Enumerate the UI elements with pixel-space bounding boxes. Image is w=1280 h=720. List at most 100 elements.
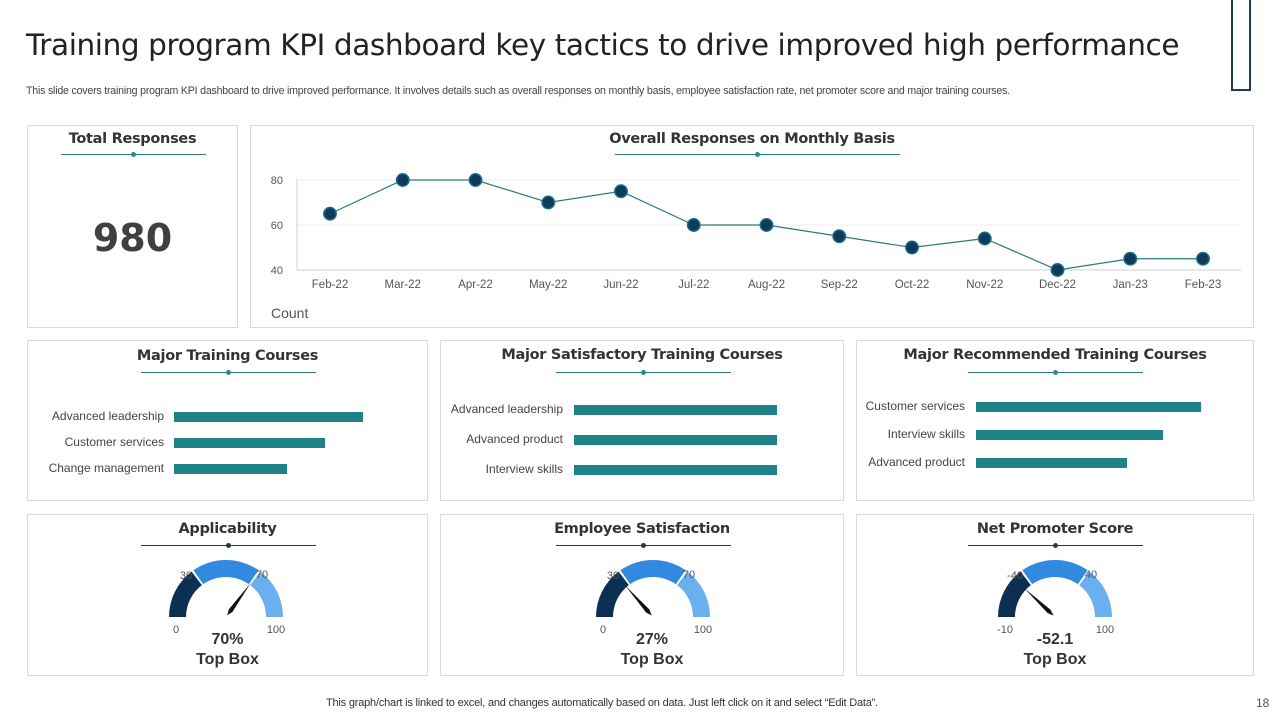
bar[interactable] bbox=[574, 435, 777, 445]
data-point[interactable] bbox=[541, 195, 556, 210]
gauge-caption: Top Box bbox=[620, 651, 684, 668]
total-responses-panel: Total Responses 980 bbox=[27, 125, 238, 328]
data-point[interactable] bbox=[1123, 251, 1138, 266]
x-tick-label: Feb-22 bbox=[312, 279, 348, 291]
gauge-chart[interactable]: -10 -40 40 100 bbox=[857, 515, 1255, 677]
x-tick-label: Apr-22 bbox=[458, 279, 493, 291]
bar[interactable] bbox=[976, 458, 1127, 468]
bar[interactable] bbox=[574, 405, 777, 415]
gauge-tick-label: -10 bbox=[997, 624, 1013, 636]
gauge-tick-label: 30 bbox=[180, 570, 192, 582]
data-point[interactable] bbox=[686, 218, 701, 232]
panel-title: Total Responses bbox=[68, 131, 197, 147]
title-divider bbox=[968, 370, 1143, 375]
bar-category-label: Advanced product bbox=[868, 455, 965, 469]
x-tick-label: May-22 bbox=[529, 279, 567, 291]
data-point[interactable] bbox=[1050, 263, 1065, 277]
y-tick-label: 40 bbox=[271, 265, 283, 277]
gauge-band bbox=[250, 571, 283, 617]
gauge-needle bbox=[625, 585, 652, 616]
data-point[interactable] bbox=[1196, 251, 1210, 266]
bar[interactable] bbox=[574, 465, 777, 475]
bar[interactable] bbox=[976, 430, 1163, 440]
gauge-band bbox=[677, 571, 710, 617]
gauge-tick-label: 30 bbox=[607, 570, 619, 582]
gauge-tick-label: 70 bbox=[256, 569, 268, 581]
x-tick-label: Mar-22 bbox=[385, 279, 421, 291]
data-point[interactable] bbox=[614, 184, 628, 199]
bar-category-label: Interview skills bbox=[887, 427, 965, 441]
bar-category-label: Advanced leadership bbox=[450, 402, 563, 416]
gauge-band bbox=[998, 571, 1031, 617]
employee-satisfaction-panel[interactable]: Employee Satisfaction 0 30 70 100 27% Top B… bbox=[440, 514, 844, 676]
monthly-responses-panel[interactable]: Overall Responses on Monthly Basis 40 60 8… bbox=[250, 125, 1254, 328]
gauge-needle bbox=[1024, 588, 1054, 616]
data-point[interactable] bbox=[759, 218, 774, 232]
y-tick-label: 80 bbox=[271, 175, 283, 187]
data-point[interactable] bbox=[905, 240, 919, 255]
bar-category-label: Customer services bbox=[865, 399, 965, 413]
x-tick-label: Aug-22 bbox=[748, 279, 785, 291]
gauge-chart[interactable]: 0 30 70 100 bbox=[28, 515, 429, 677]
y-tick-label: 60 bbox=[271, 220, 283, 232]
title-divider bbox=[141, 543, 316, 548]
major-satisfactory-courses-panel[interactable]: Major Satisfactory Training Courses Adva… bbox=[440, 340, 844, 501]
gauge-value: -52.1 bbox=[1036, 631, 1074, 648]
data-point[interactable] bbox=[323, 206, 337, 221]
gauge-band bbox=[1079, 571, 1112, 617]
gauge-tick-label: 100 bbox=[267, 624, 285, 636]
gauge-caption: Top Box bbox=[1023, 651, 1087, 668]
page-subtitle: This slide covers training program KPI d… bbox=[26, 85, 1010, 97]
gauge-tick-label: 100 bbox=[1096, 624, 1114, 636]
x-tick-label: Jun-22 bbox=[603, 279, 638, 291]
page-number: 18 bbox=[1256, 696, 1270, 710]
gauge-tick-label: 100 bbox=[694, 624, 712, 636]
gauge-tick-label: 0 bbox=[173, 624, 179, 636]
data-point[interactable] bbox=[468, 173, 483, 187]
gauge-value: 27% bbox=[635, 631, 669, 648]
x-tick-label: Dec-22 bbox=[1039, 279, 1076, 291]
panel-title: Major Satisfactory Training Courses bbox=[501, 347, 783, 363]
bar-category-label: Customer services bbox=[64, 435, 164, 449]
x-tick-label: Jul-22 bbox=[678, 279, 709, 291]
panel-title: Applicability bbox=[178, 521, 277, 537]
data-point[interactable] bbox=[395, 173, 410, 187]
bar-category-label: Advanced leadership bbox=[51, 409, 164, 423]
line-chart[interactable]: 40 60 80 Feb-22 Mar-22 Apr-22 May-22 Jun-22 Jul-… bbox=[251, 126, 1255, 329]
corner-decoration bbox=[1231, 0, 1251, 91]
bar-category-label: Advanced product bbox=[466, 432, 563, 446]
bar[interactable] bbox=[174, 438, 326, 448]
x-tick-label: Jan-23 bbox=[1113, 279, 1148, 291]
gauge-band bbox=[620, 560, 686, 585]
data-point[interactable] bbox=[832, 229, 847, 244]
x-tick-label: Sep-22 bbox=[821, 279, 858, 291]
bar-category-label: Change management bbox=[48, 461, 164, 475]
title-divider bbox=[968, 543, 1143, 548]
gauge-tick-label: 70 bbox=[683, 569, 695, 581]
total-responses-value: 980 bbox=[92, 216, 173, 260]
panel-title: Net Promoter Score bbox=[976, 521, 1134, 537]
gauge-band bbox=[169, 571, 202, 617]
panel-title: Major Recommended Training Courses bbox=[903, 347, 1207, 363]
title-divider bbox=[615, 152, 900, 157]
bar[interactable] bbox=[174, 412, 363, 422]
applicability-panel[interactable]: Applicability 0 30 70 100 70% Top Box bbox=[27, 514, 428, 676]
gauge-needle bbox=[227, 583, 251, 616]
major-recommended-courses-panel[interactable]: Major Recommended Training Courses Custo… bbox=[856, 340, 1254, 501]
x-tick-label: Feb-23 bbox=[1185, 279, 1221, 291]
gauge-chart[interactable]: 0 30 70 100 bbox=[441, 515, 845, 677]
title-divider bbox=[61, 152, 206, 157]
title-divider bbox=[141, 370, 316, 375]
data-point[interactable] bbox=[977, 231, 992, 246]
footer-note: This graph/chart is linked to excel, and… bbox=[326, 697, 878, 709]
gauge-tick-label: -40 bbox=[1007, 570, 1023, 582]
bar[interactable] bbox=[174, 464, 288, 474]
net-promoter-score-panel[interactable]: Net Promoter Score -10 -40 40 100 -52.1 Top… bbox=[856, 514, 1254, 676]
title-divider bbox=[556, 543, 731, 548]
x-tick-label: Nov-22 bbox=[966, 279, 1003, 291]
major-training-courses-panel[interactable]: Major Training Courses Advanced leadersh… bbox=[27, 340, 428, 501]
y-axis-label: Count bbox=[271, 305, 308, 321]
bar-category-label: Interview skills bbox=[485, 462, 563, 476]
bar[interactable] bbox=[976, 402, 1201, 412]
title-divider bbox=[556, 370, 731, 375]
